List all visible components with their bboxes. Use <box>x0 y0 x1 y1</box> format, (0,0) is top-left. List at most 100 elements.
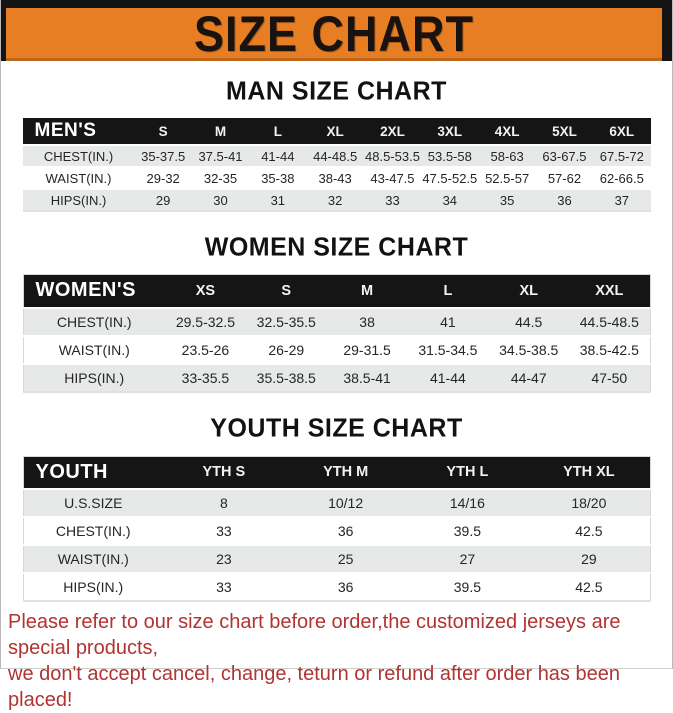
column-header: 4XL <box>478 118 536 145</box>
column-header: 6XL <box>593 118 651 145</box>
size-value: 57-62 <box>535 166 594 189</box>
size-value: 38-43 <box>306 166 364 189</box>
table-row: CHEST(IN.) 29.5-32.5 32.5-35.5 38 41 44.5 44.5… <box>23 306 650 336</box>
women-header-row: WOMEN'S XS S M L XL XXL <box>23 274 650 308</box>
size-value: 30 <box>191 188 250 211</box>
row-label: CHEST(IN.) <box>22 144 135 167</box>
size-value: 33 <box>163 516 285 545</box>
youth-size-chart-heading: YOUTH SIZE CHART <box>210 412 463 443</box>
order-notice: Please refer to our size chart before or… <box>1 602 672 713</box>
size-value: 62-66.5 <box>593 166 651 189</box>
size-value: 33 <box>363 188 422 211</box>
size-value: 44-48.5 <box>306 144 364 167</box>
size-value: 43-47.5 <box>363 166 422 189</box>
banner: SIZE CHART <box>1 0 672 61</box>
column-header: 2XL <box>363 118 422 145</box>
table-row: WAIST(IN.) 23 25 27 29 <box>23 544 650 573</box>
size-value: 42.5 <box>528 572 650 601</box>
size-value: 14/16 <box>406 488 529 517</box>
column-header: M <box>191 118 250 145</box>
size-value: 39.5 <box>406 572 529 601</box>
size-value: 33-35.5 <box>165 362 246 392</box>
size-value: 29-31.5 <box>326 334 408 364</box>
column-header: S <box>245 274 327 308</box>
size-value: 36 <box>535 188 594 211</box>
size-value: 33 <box>163 572 285 601</box>
size-value: 8 <box>163 488 285 517</box>
man-size-chart-section: MAN SIZE CHART MEN'S S M L XL 2XL 3XL 4XL 5XL 6XL… <box>1 61 672 212</box>
column-header: 5XL <box>535 118 594 145</box>
size-value: 32 <box>306 188 364 211</box>
column-header: YTH L <box>406 456 529 489</box>
size-value: 10/12 <box>284 488 407 517</box>
size-value: 34 <box>421 188 479 211</box>
table-row: HIPS(IN.) 33 36 39.5 42.5 <box>23 572 650 601</box>
size-value: 35-37.5 <box>134 144 192 167</box>
banner-background: SIZE CHART <box>6 8 662 61</box>
men-header-row: MEN'S S M L XL 2XL 3XL 4XL 5XL 6XL <box>22 118 651 145</box>
column-header: YTH XL <box>528 456 650 489</box>
size-value: 32-35 <box>191 166 250 189</box>
table-row: HIPS(IN.) 33-35.5 35.5-38.5 38.5-41 41-44 44-… <box>23 362 650 392</box>
size-value: 18/20 <box>528 488 650 517</box>
man-size-chart-heading: MAN SIZE CHART <box>226 76 447 106</box>
size-value: 67.5-72 <box>593 144 651 167</box>
size-value: 38.5-41 <box>326 362 408 392</box>
size-value: 23 <box>163 544 285 573</box>
youth-header-row: YOUTH YTH S YTH M YTH L YTH XL <box>23 456 650 489</box>
size-value: 36 <box>284 516 407 545</box>
size-value: 37.5-41 <box>191 144 250 167</box>
table-row: U.S.SIZE 8 10/12 14/16 18/20 <box>23 488 650 517</box>
size-value: 44.5 <box>488 306 570 336</box>
size-value: 47-50 <box>569 362 650 392</box>
size-value: 52.5-57 <box>478 166 536 189</box>
size-value: 41-44 <box>407 362 489 392</box>
size-value: 44-47 <box>488 362 570 392</box>
size-value: 58-63 <box>478 144 536 167</box>
row-label: WAIST(IN.) <box>23 334 165 364</box>
table-row: CHEST(IN.) 33 36 39.5 42.5 <box>23 516 650 545</box>
youth-corner-label: YOUTH <box>23 456 163 489</box>
table-row: WAIST(IN.) 23.5-26 26-29 29-31.5 31.5-34.5 34… <box>23 334 650 364</box>
size-value: 23.5-26 <box>165 334 246 364</box>
size-value: 27 <box>406 544 529 573</box>
row-label: CHEST(IN.) <box>23 516 163 545</box>
men-size-table: MEN'S S M L XL 2XL 3XL 4XL 5XL 6XL CHEST(IN.) 35-37… <box>22 118 651 212</box>
table-row: HIPS(IN.) 29 30 31 32 33 34 35 36 37 <box>22 188 651 211</box>
size-value: 44.5-48.5 <box>569 306 650 336</box>
women-size-chart-section: WOMEN SIZE CHART WOMEN'S XS S M L XL XXL CHEST(… <box>1 212 672 393</box>
size-value: 32.5-35.5 <box>245 306 327 336</box>
notice-line-1: Please refer to our size chart before or… <box>8 611 621 659</box>
row-label: U.S.SIZE <box>23 488 163 517</box>
row-label: HIPS(IN.) <box>23 362 165 392</box>
row-label: HIPS(IN.) <box>22 188 135 211</box>
column-header: S <box>134 118 192 145</box>
column-header: M <box>326 274 408 308</box>
column-header: L <box>407 274 489 308</box>
column-header: XL <box>306 118 364 145</box>
size-value: 35.5-38.5 <box>245 362 327 392</box>
women-size-table: WOMEN'S XS S M L XL XXL CHEST(IN.) 29.5-32.5 32.5… <box>22 274 651 393</box>
size-value: 34.5-38.5 <box>488 334 570 364</box>
column-header: L <box>249 118 307 145</box>
size-value: 35 <box>478 188 536 211</box>
size-value: 29-32 <box>134 166 192 189</box>
column-header: 3XL <box>421 118 479 145</box>
youth-size-chart-section: YOUTH SIZE CHART YOUTH YTH S YTH M YTH L YTH… <box>1 393 672 602</box>
size-value: 29.5-32.5 <box>165 306 246 336</box>
size-value: 26-29 <box>245 334 327 364</box>
men-corner-label: MEN'S <box>22 118 135 145</box>
size-value: 39.5 <box>406 516 529 545</box>
column-header: YTH M <box>284 456 407 489</box>
size-value: 38 <box>326 306 408 336</box>
women-corner-label: WOMEN'S <box>23 274 165 308</box>
size-value: 35-38 <box>249 166 307 189</box>
size-value: 48.5-53.5 <box>363 144 422 167</box>
row-label: HIPS(IN.) <box>23 572 163 601</box>
column-header: XXL <box>569 274 650 308</box>
size-value: 31 <box>249 188 307 211</box>
size-value: 29 <box>528 544 650 573</box>
size-value: 29 <box>134 188 192 211</box>
size-value: 47.5-52.5 <box>421 166 479 189</box>
size-value: 36 <box>284 572 407 601</box>
